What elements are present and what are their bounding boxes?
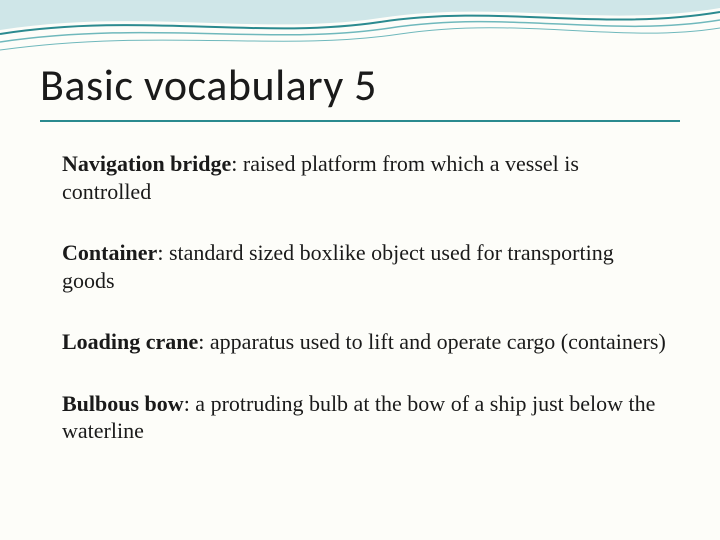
- vocab-entry: Loading crane: apparatus used to lift an…: [62, 328, 670, 356]
- vocab-term: Container: [62, 240, 157, 265]
- vocab-entry: Navigation bridge: raised platform from …: [62, 150, 670, 205]
- vocab-list: Navigation bridge: raised platform from …: [40, 150, 680, 445]
- vocab-entry: Bulbous bow: a protruding bulb at the bo…: [62, 390, 670, 445]
- vocab-entry: Container: standard sized boxlike object…: [62, 239, 670, 294]
- vocab-term: Bulbous bow: [62, 391, 184, 416]
- vocab-term: Navigation bridge: [62, 151, 231, 176]
- slide-title: Basic vocabulary 5: [40, 58, 680, 112]
- title-underline: [40, 120, 680, 122]
- vocab-definition: : apparatus used to lift and operate car…: [198, 329, 666, 354]
- vocab-term: Loading crane: [62, 329, 198, 354]
- slide-content: Basic vocabulary 5 Navigation bridge: ra…: [0, 0, 720, 445]
